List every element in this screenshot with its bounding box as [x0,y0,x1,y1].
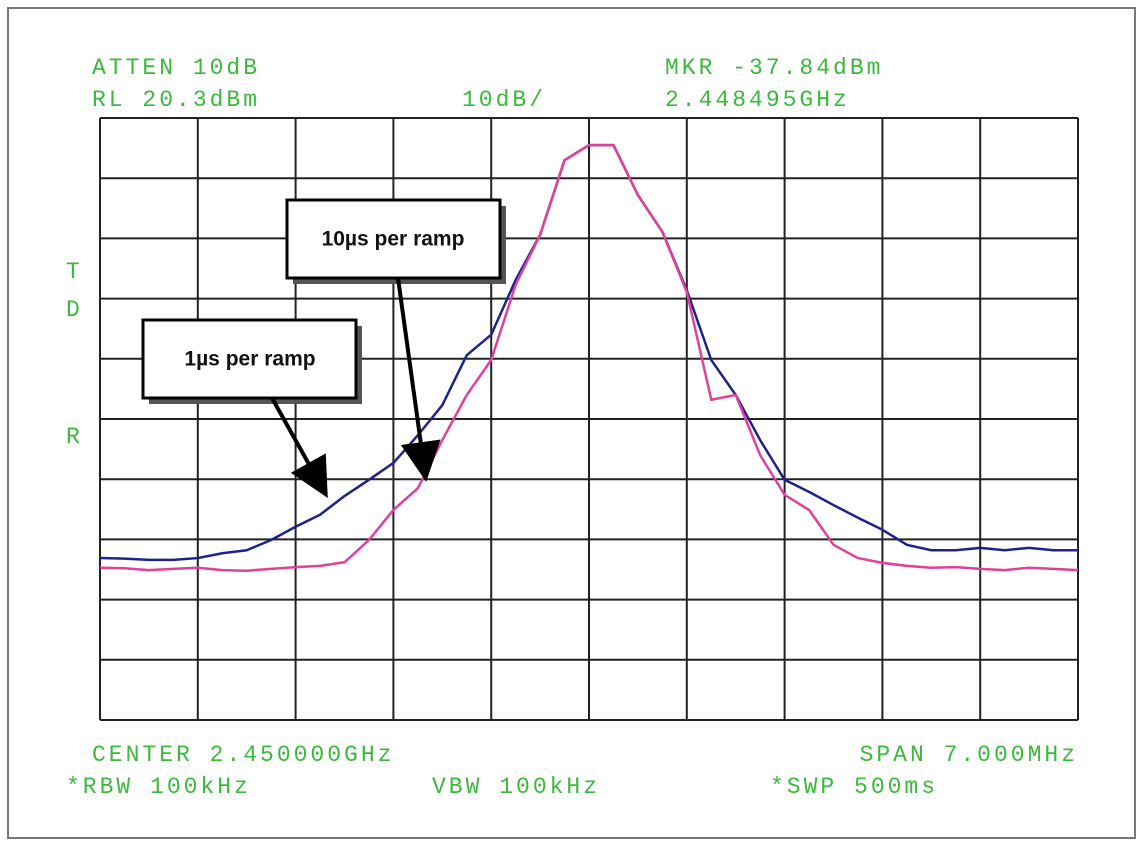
span: SPAN 7.000MHz [860,742,1078,768]
annotation-box [285,198,502,280]
side-label: T [66,259,83,285]
annotation-box [141,318,358,400]
frame [7,7,1136,839]
arrow [396,277,441,482]
marker-freq: 2.448495GHz [665,87,850,113]
rbw: *RBW 100kHz [66,774,251,800]
center: CENTER 2.450000GHz [92,742,394,768]
traces [99,143,1079,572]
graticule [99,117,1079,721]
vbw: VBW 100kHz [432,774,600,800]
side-label: D [66,297,83,323]
annotation: 10µs per ramp [322,228,465,251]
arrow [270,397,328,498]
ref-level: RL 20.3dBm [92,87,260,113]
side-label: R [66,424,83,450]
scale: 10dB/ [462,87,546,113]
annotation: 1µs per ramp [184,348,315,371]
marker-level: MKR -37.84dBm [665,55,883,81]
sweep: *SWP 500ms [770,774,938,800]
trace [99,143,1079,572]
atten: ATTEN 10dB [92,55,260,81]
